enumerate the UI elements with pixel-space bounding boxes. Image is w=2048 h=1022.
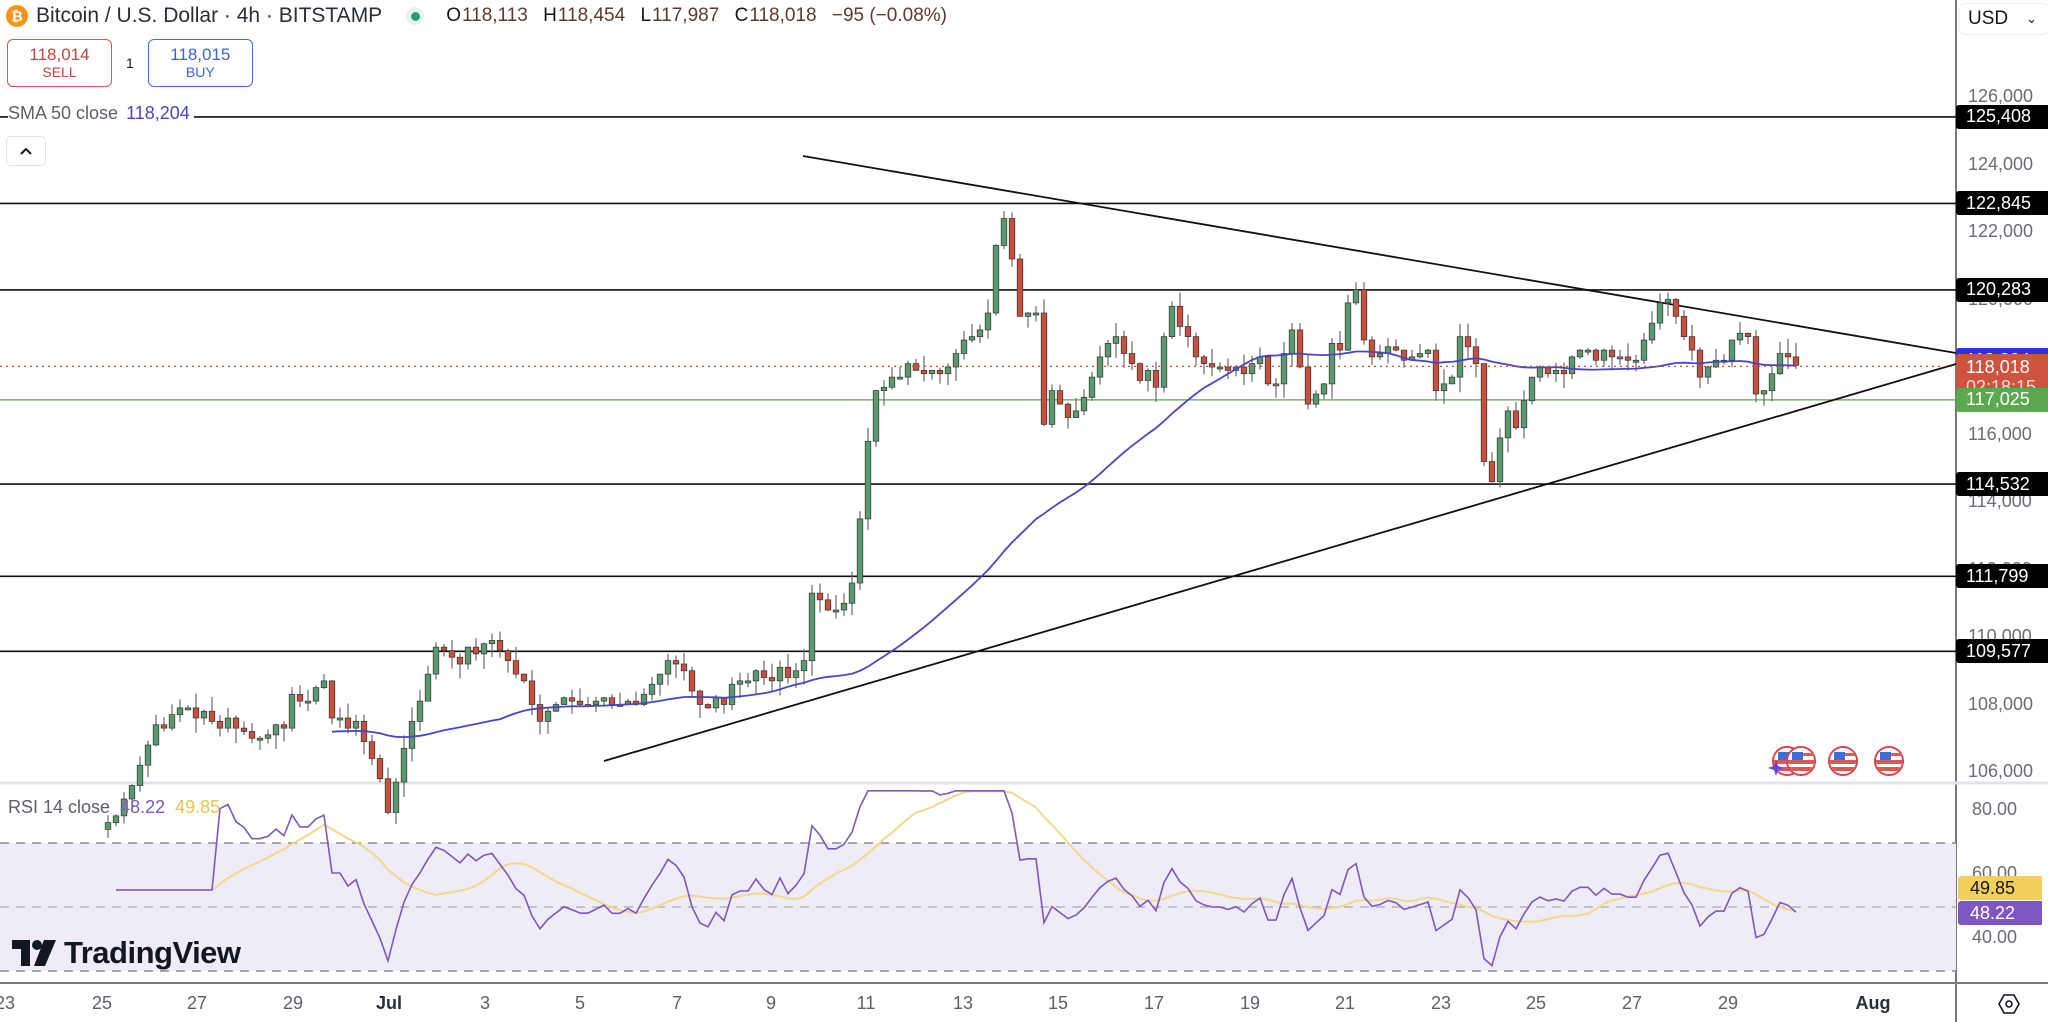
rsi-legend[interactable]: RSI 14 close 48.22 49.85 bbox=[8, 797, 220, 818]
rsi-ma-line bbox=[116, 790, 1797, 923]
change-value: −95 (−0.08%) bbox=[831, 5, 948, 26]
buy-label: BUY bbox=[185, 64, 215, 80]
chevron-down-icon: ⌄ bbox=[2026, 11, 2038, 26]
tradingview-logo[interactable]: TradingView bbox=[12, 935, 241, 971]
time-tick-label: 13 bbox=[952, 993, 974, 1013]
quantity[interactable]: 1 bbox=[126, 55, 134, 71]
rsi-tick-label: 40.00 bbox=[1972, 927, 2018, 947]
us-flag-event-icon[interactable] bbox=[1828, 746, 1858, 776]
time-tick-label: Aug bbox=[1855, 993, 1891, 1013]
sma-line bbox=[331, 350, 1797, 739]
time-tick-label: 11 bbox=[856, 993, 876, 1013]
time-tick-label: 5 bbox=[574, 993, 586, 1013]
price-level-tag: 111,799 bbox=[1956, 564, 2048, 589]
last-price: 118,018 bbox=[1966, 357, 2030, 378]
time-tick-label: 7 bbox=[671, 993, 683, 1013]
tradingview-icon bbox=[12, 940, 56, 966]
time-tick-label: Jul bbox=[375, 993, 403, 1013]
price-level-tag: 109,577 bbox=[1956, 639, 2048, 664]
sell-price: 118,014 bbox=[29, 45, 90, 64]
rsi-ma-value: 49.85 bbox=[175, 797, 221, 817]
chevron-up-icon bbox=[20, 147, 32, 155]
economic-events bbox=[1768, 746, 1904, 776]
tradingview-wordmark: TradingView bbox=[64, 935, 241, 970]
currency-value: USD bbox=[1968, 8, 2009, 29]
sell-button[interactable]: 118,014 SELL bbox=[7, 39, 112, 87]
sma-legend[interactable]: SMA 50 close 118,204 bbox=[8, 103, 194, 124]
open-value: 118,113 bbox=[461, 5, 528, 26]
descending-trendline[interactable] bbox=[802, 155, 1957, 354]
symbol-legend[interactable]: ₿ Bitcoin / U.S. Dollar · 4h · BITSTAMP … bbox=[6, 4, 957, 28]
horizontal-levels[interactable] bbox=[0, 116, 1956, 653]
price-level-tag: 120,283 bbox=[1956, 277, 2048, 302]
sell-label: SELL bbox=[42, 64, 77, 80]
time-tick-label: 25 bbox=[91, 993, 113, 1013]
high-value: 118,454 bbox=[557, 5, 626, 26]
rsi-value: 48.22 bbox=[120, 797, 166, 817]
price-tick-label: 122,000 bbox=[1968, 221, 2034, 241]
time-tick-label: 29 bbox=[282, 993, 304, 1013]
sparkle-icon[interactable] bbox=[1768, 760, 1784, 776]
trade-panel: 118,014 SELL 1 118,015 BUY bbox=[7, 39, 253, 87]
close-value: 118,018 bbox=[749, 5, 817, 26]
time-tick-label: 25 bbox=[1525, 993, 1547, 1013]
time-tick-label: 9 bbox=[765, 993, 777, 1013]
price-level-tag: 117,025 bbox=[1956, 387, 2048, 412]
rsi-value-tag: 48.22 bbox=[1958, 901, 2042, 925]
rsi-plot bbox=[116, 789, 1797, 968]
sma-value: 118,204 bbox=[126, 103, 190, 123]
currency-select[interactable]: USD ⌄ bbox=[1959, 3, 2048, 35]
symbol-title[interactable]: Bitcoin / U.S. Dollar · 4h · BITSTAMP bbox=[36, 4, 383, 27]
chart-settings-button[interactable] bbox=[1997, 992, 2021, 1016]
rsi-value-tag: 49.85 bbox=[1958, 876, 2042, 900]
bitcoin-icon: ₿ bbox=[6, 5, 28, 27]
price-level-tag: 114,532 bbox=[1956, 472, 2048, 497]
time-tick-label: 23 bbox=[0, 993, 16, 1013]
time-tick-label: 21 bbox=[1334, 993, 1356, 1013]
collapse-legend-button[interactable] bbox=[6, 136, 46, 166]
time-tick-label: 27 bbox=[1621, 993, 1643, 1013]
rsi-tick-label: 80.00 bbox=[1972, 799, 2018, 819]
price-tick-label: 116,000 bbox=[1968, 423, 2032, 444]
candlesticks bbox=[104, 211, 1800, 838]
time-tick-label: 29 bbox=[1717, 993, 1739, 1013]
price-tick-label: 106,000 bbox=[1968, 761, 2034, 781]
rsi-label: RSI 14 close bbox=[8, 797, 111, 817]
sma-label: SMA 50 close bbox=[8, 103, 119, 123]
price-level-tag: 122,845 bbox=[1956, 191, 2048, 216]
trendlines[interactable] bbox=[603, 155, 1957, 762]
price-tick-label: 126,000 bbox=[1968, 86, 2034, 106]
price-level-tag: 125,408 bbox=[1956, 104, 2048, 129]
price-tick-label: 108,000 bbox=[1968, 693, 2034, 714]
ascending-trendline[interactable] bbox=[603, 363, 1957, 762]
price-tick-label: 124,000 bbox=[1968, 153, 2034, 174]
us-flag-event-icon[interactable] bbox=[1786, 746, 1816, 776]
gear-icon bbox=[1998, 994, 2020, 1014]
time-tick-label: 19 bbox=[1239, 993, 1261, 1013]
market-status-icon[interactable] bbox=[406, 7, 425, 25]
ohlc-values: O118,113 H118,454 L117,987 C118,018 −95 … bbox=[446, 5, 948, 26]
time-tick-label: 17 bbox=[1143, 993, 1165, 1013]
buy-price: 118,015 bbox=[170, 45, 231, 64]
buy-button[interactable]: 118,015 BUY bbox=[147, 39, 253, 87]
low-value: 117,987 bbox=[652, 5, 720, 26]
time-tick-label: 3 bbox=[479, 993, 491, 1013]
us-flag-event-icon[interactable] bbox=[1874, 746, 1904, 776]
time-tick-label: 27 bbox=[186, 993, 208, 1013]
rsi-line bbox=[116, 789, 1797, 968]
time-tick-label: 15 bbox=[1047, 993, 1069, 1013]
time-tick-label: 23 bbox=[1430, 993, 1452, 1013]
